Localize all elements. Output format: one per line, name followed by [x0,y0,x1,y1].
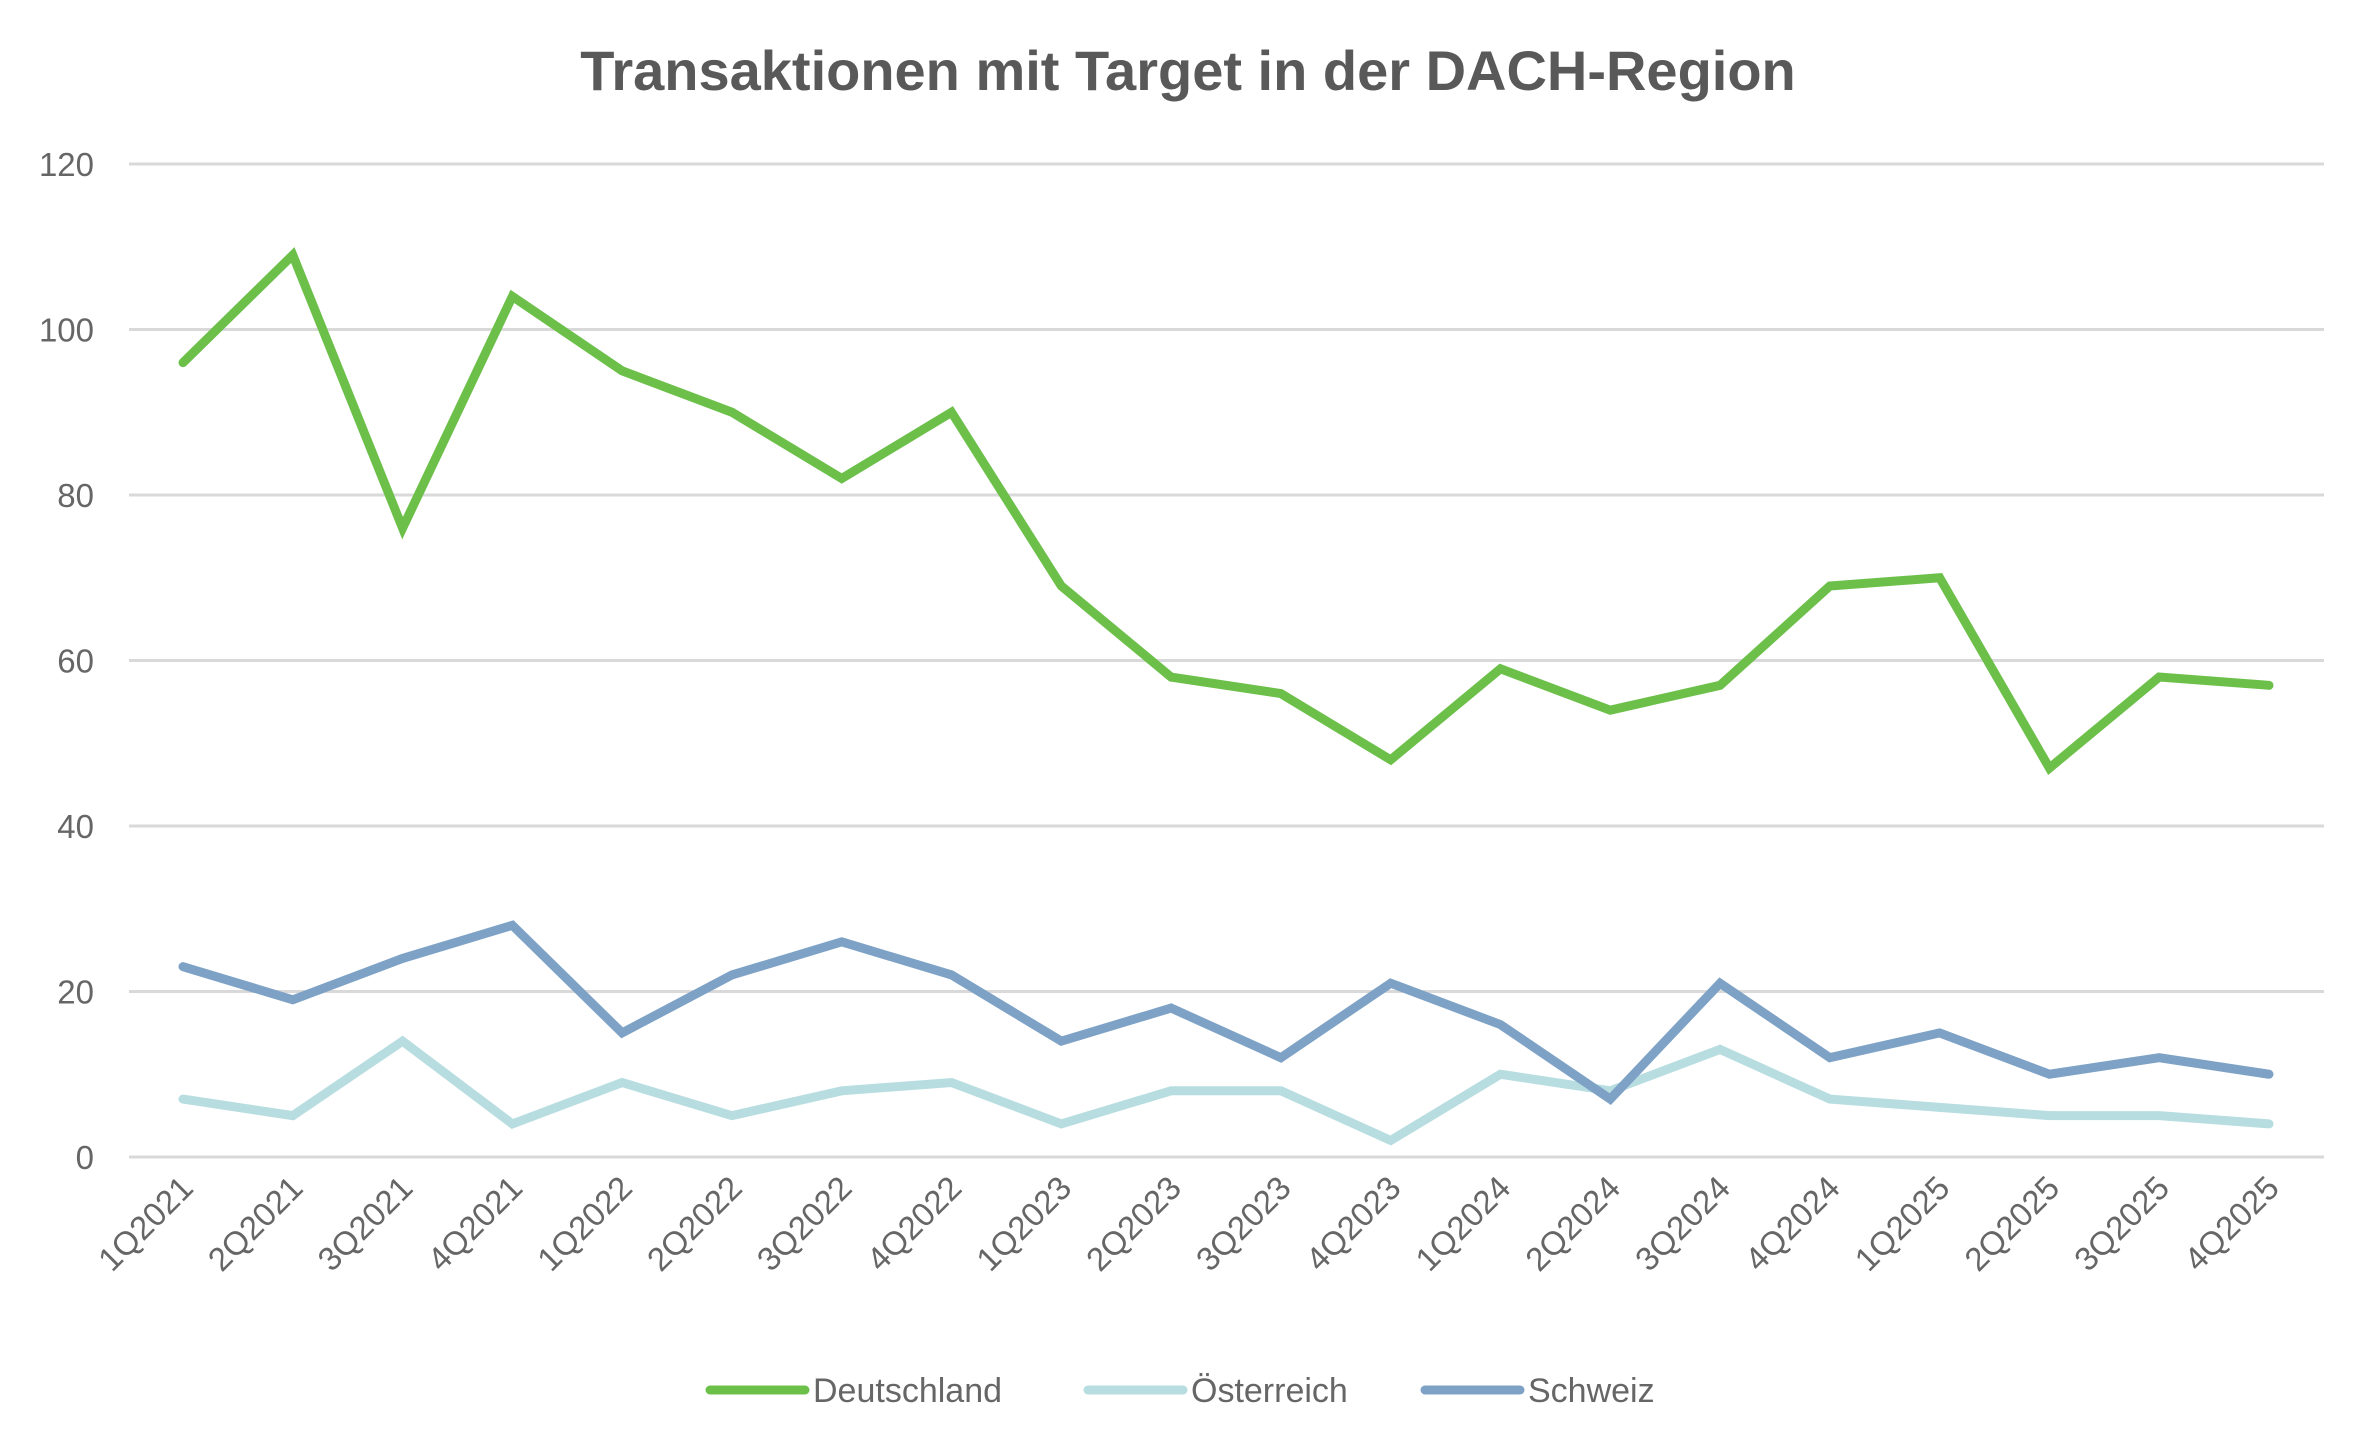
legend-label: Deutschland [813,1372,1002,1410]
y-tick-label: 120 [39,146,94,183]
x-tick-label: 1Q2023 [969,1169,1078,1278]
legend-item: Schweiz [1420,1372,1655,1410]
x-tick-label: 3Q2025 [2067,1169,2176,1278]
y-tick-label: 80 [57,477,94,514]
x-tick-label: 2Q2022 [640,1169,749,1278]
y-tick-label: 0 [76,1139,94,1176]
x-tick-label: 1Q2022 [530,1169,639,1278]
x-tick-label: 2Q2025 [1957,1169,2066,1278]
series-line-schweiz [178,920,2274,1105]
legend-label: Österreich [1191,1372,1348,1410]
series-line-deutschland [178,247,2274,775]
x-tick-label: 1Q2025 [1847,1169,1956,1278]
x-tick-label: 4Q2024 [1738,1169,1847,1278]
legend-label: Schweiz [1528,1372,1655,1410]
series-line-österreich [178,1035,2274,1146]
x-tick-label: 4Q2021 [420,1169,529,1278]
x-tick-label: 2Q2023 [1079,1169,1188,1278]
legend-item: Deutschland [705,1372,1002,1410]
x-tick-label: 4Q2023 [1298,1169,1407,1278]
x-tick-label: 3Q2024 [1628,1169,1737,1278]
y-tick-label: 100 [39,312,94,349]
legend-item: Österreich [1083,1372,1348,1410]
x-tick-label: 2Q2024 [1518,1169,1627,1278]
x-tick-label: 1Q2021 [91,1169,200,1278]
x-tick-label: 4Q2025 [2177,1169,2286,1278]
x-tick-label: 1Q2024 [1408,1169,1517,1278]
series-lines [178,247,2274,1146]
gridlines [129,162,2324,1159]
x-axis-ticks: 1Q2021 2Q2021 3Q2021 4Q2021 1Q2022 2Q2022 3Q20… [91,1169,2286,1278]
x-tick-label: 2Q2021 [201,1169,310,1278]
x-tick-label: 3Q2021 [310,1169,419,1278]
x-tick-label: 4Q2022 [859,1169,968,1278]
legend: Deutschland Österreich Schweiz [705,1372,1655,1410]
x-tick-label: 3Q2023 [1189,1169,1298,1278]
y-tick-label: 40 [57,808,94,845]
y-tick-label: 20 [57,974,94,1011]
y-axis-ticks: 0 20 40 60 80 100 120 [39,146,94,1176]
y-tick-label: 60 [57,643,94,680]
x-tick-label: 3Q2022 [749,1169,858,1278]
chart-title: Transaktionen mit Target in der DACH-Reg… [580,39,1796,102]
